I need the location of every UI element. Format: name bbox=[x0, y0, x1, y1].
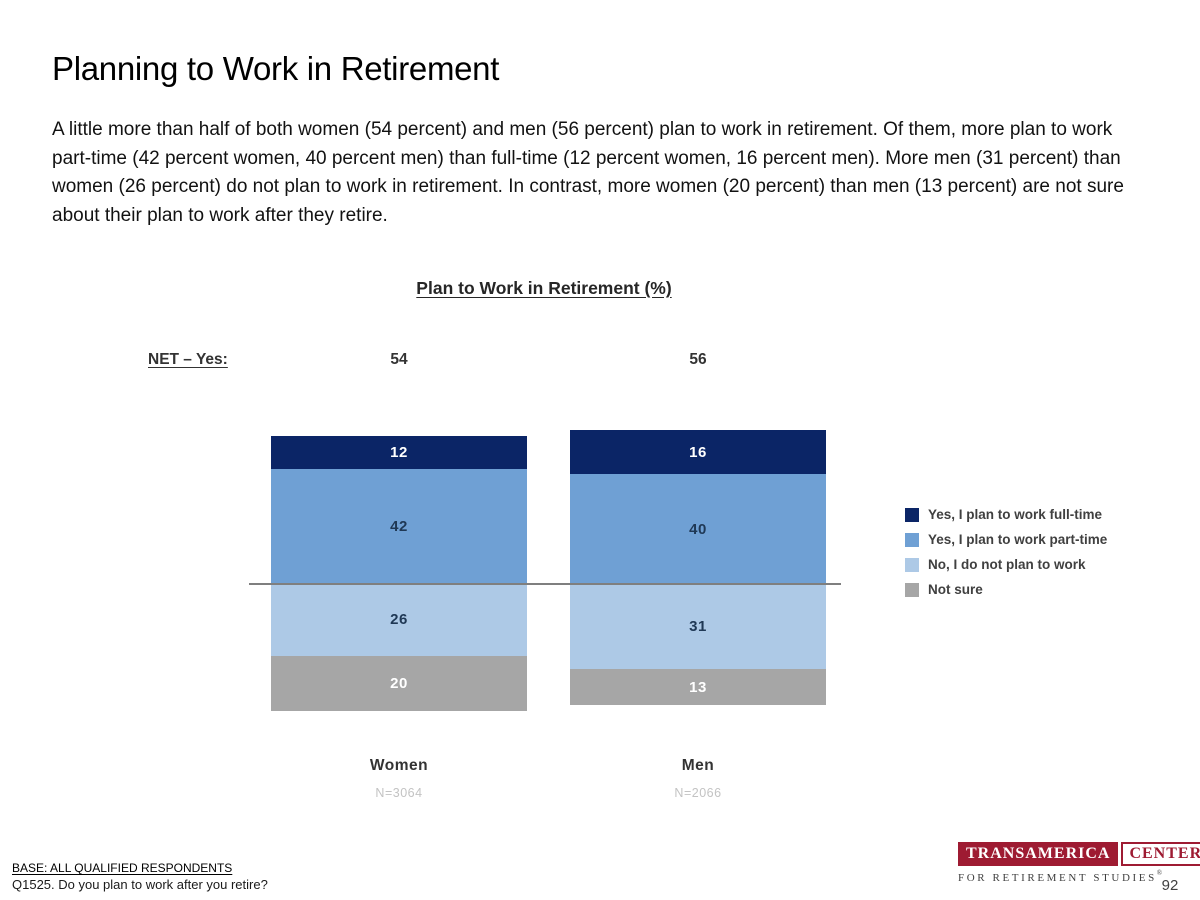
logo-tagline-text: FOR RETIREMENT STUDIES bbox=[958, 872, 1157, 884]
base-note: BASE: ALL QUALIFIED RESPONDENTS bbox=[12, 861, 233, 875]
question-note: Q1525. Do you plan to work after you ret… bbox=[12, 877, 268, 892]
stacked-bar-women: 12 42 26 20 bbox=[271, 435, 527, 711]
transamerica-logo: TRANSAMERICA CENTER bbox=[958, 842, 1200, 866]
legend-label: Not sure bbox=[928, 582, 983, 597]
logo-tagline: FOR RETIREMENT STUDIES® bbox=[958, 869, 1162, 884]
logo-primary-block: TRANSAMERICA bbox=[958, 842, 1119, 866]
bar-segment: 13 bbox=[570, 669, 826, 705]
legend-item: No, I do not plan to work bbox=[905, 557, 1107, 572]
legend: Yes, I plan to work full-time Yes, I plan… bbox=[905, 507, 1107, 607]
legend-label: Yes, I plan to work part-time bbox=[928, 532, 1108, 547]
page-number: 92 bbox=[1161, 877, 1179, 894]
net-yes-label: NET – Yes: bbox=[148, 351, 228, 368]
bar-segment: 40 bbox=[570, 474, 826, 584]
registered-mark: ® bbox=[1156, 869, 1163, 877]
net-value-women: 54 bbox=[390, 351, 408, 368]
category-label-men: Men bbox=[681, 757, 715, 774]
bar-segment: 31 bbox=[570, 584, 826, 670]
bar-segment: 42 bbox=[271, 468, 527, 584]
stacked-bar-men: 16 40 31 13 bbox=[570, 430, 826, 705]
legend-swatch bbox=[905, 582, 919, 597]
legend-label: Yes, I plan to work full-time bbox=[928, 507, 1103, 522]
legend-item: Yes, I plan to work full-time bbox=[905, 507, 1107, 522]
legend-item: Not sure bbox=[905, 582, 1107, 597]
net-value-men: 56 bbox=[689, 351, 707, 368]
legend-swatch bbox=[905, 507, 919, 522]
base-size-women: N=3064 bbox=[375, 786, 423, 800]
legend-swatch bbox=[905, 557, 919, 572]
bar-segment: 20 bbox=[271, 655, 527, 711]
chart-title: Plan to Work in Retirement (%) bbox=[416, 278, 672, 298]
legend-item: Yes, I plan to work part-time bbox=[905, 532, 1107, 547]
summary-paragraph: A little more than half of both women (5… bbox=[52, 119, 1124, 226]
category-label-women: Women bbox=[369, 757, 429, 774]
base-size-men: N=2066 bbox=[674, 786, 722, 800]
bar-segment: 12 bbox=[271, 435, 527, 469]
net-divider-line bbox=[249, 583, 841, 585]
bar-segment: 26 bbox=[271, 584, 527, 656]
legend-label: No, I do not plan to work bbox=[928, 557, 1086, 572]
page-title: Planning to Work in Retirement bbox=[52, 50, 500, 87]
legend-swatch bbox=[905, 532, 919, 547]
bar-segment: 16 bbox=[570, 430, 826, 474]
logo-secondary-block: CENTER bbox=[1121, 842, 1200, 866]
